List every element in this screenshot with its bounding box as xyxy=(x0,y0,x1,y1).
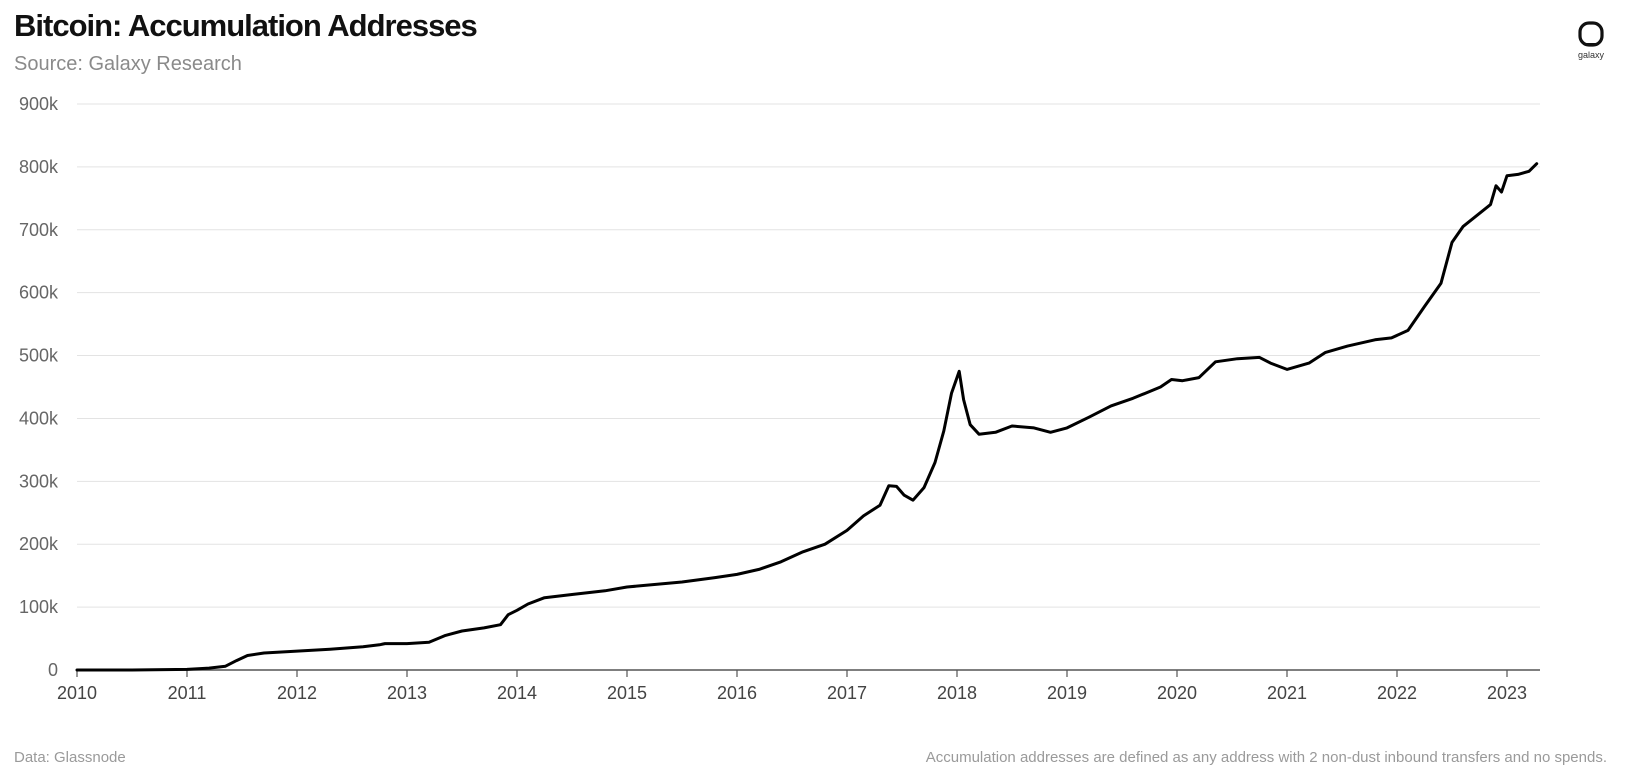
y-axis-ticks: 0 100k 200k 300k 400k 500k 600k 700k 800k 900k xyxy=(19,94,59,680)
x-tick-label: 2012 xyxy=(277,683,317,703)
y-tick-label: 100k xyxy=(19,597,59,617)
x-tick-label: 2014 xyxy=(497,683,537,703)
logo-text: galaxy xyxy=(1577,50,1604,60)
chart-title: Bitcoin: Accumulation Addresses xyxy=(14,8,478,43)
x-tick-label: 2019 xyxy=(1047,683,1087,703)
x-tick-label: 2020 xyxy=(1157,683,1197,703)
x-axis-ticks: 2010 2011 2012 2013 2014 2015 2016 2017 2018 2019… xyxy=(57,670,1527,703)
x-tick-label: 2016 xyxy=(717,683,757,703)
x-tick-label: 2013 xyxy=(387,683,427,703)
y-tick-label: 400k xyxy=(19,408,59,428)
y-tick-label: 0 xyxy=(48,660,58,680)
chart-subtitle: Source: Galaxy Research xyxy=(14,53,242,75)
x-tick-label: 2022 xyxy=(1377,683,1417,703)
data-source-note: Data: Glassnode xyxy=(14,749,126,766)
y-tick-label: 200k xyxy=(19,534,59,554)
x-tick-label: 2010 xyxy=(57,683,97,703)
series-line-accumulation-addresses xyxy=(75,162,1539,672)
x-tick-label: 2017 xyxy=(827,683,867,703)
y-tick-label: 500k xyxy=(19,346,59,366)
x-tick-label: 2015 xyxy=(607,683,647,703)
galaxy-logo: galaxy xyxy=(1571,20,1611,60)
grid-layer xyxy=(77,103,1540,671)
y-tick-label: 300k xyxy=(19,471,59,491)
x-tick-label: 2021 xyxy=(1267,683,1307,703)
y-tick-label: 700k xyxy=(19,220,59,240)
galaxy-logo-icon xyxy=(1578,21,1604,47)
x-tick-label: 2011 xyxy=(168,683,207,703)
y-tick-label: 900k xyxy=(19,94,59,114)
definition-note: Accumulation addresses are defined as an… xyxy=(925,749,1607,766)
x-tick-label: 2018 xyxy=(937,683,977,703)
y-tick-label: 800k xyxy=(19,157,59,177)
x-tick-label: 2023 xyxy=(1487,683,1527,703)
y-tick-label: 600k xyxy=(19,283,59,303)
